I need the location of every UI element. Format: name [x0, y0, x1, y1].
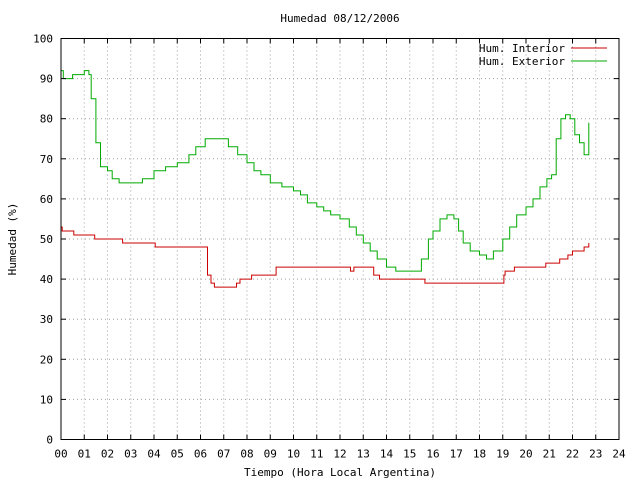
x-tick-label: 01: [78, 448, 91, 461]
x-tick-label: 17: [450, 448, 463, 461]
x-tick-label: 03: [124, 448, 137, 461]
x-tick-label: 15: [403, 448, 416, 461]
x-tick-label: 11: [310, 448, 323, 461]
x-tick-label: 06: [194, 448, 207, 461]
y-tick-label: 20: [40, 353, 53, 366]
x-tick-label: 05: [171, 448, 184, 461]
x-tick-label: 02: [101, 448, 114, 461]
x-tick-label: 10: [287, 448, 300, 461]
y-tick-label: 80: [40, 113, 53, 126]
y-tick-label: 90: [40, 73, 53, 86]
legend-label: Hum. Interior: [479, 42, 565, 55]
x-tick-label: 24: [612, 448, 626, 461]
x-tick-label: 18: [473, 448, 486, 461]
x-tick-label: 00: [54, 448, 67, 461]
x-tick-label: 21: [543, 448, 556, 461]
axis-ticks: 0 10 20 30 40 50 60 70 80 90 100 00 01 02 03 04 05 06 07 08…: [33, 33, 626, 461]
y-tick-label: 10: [40, 393, 53, 406]
series-line-exterior: [61, 70, 590, 272]
y-axis-label: Humedad (%): [6, 203, 19, 276]
x-tick-label: 09: [264, 448, 277, 461]
x-tick-label: 07: [217, 448, 230, 461]
x-tick-label: 16: [426, 448, 439, 461]
x-tick-label: 22: [566, 448, 579, 461]
x-axis-label: Tiempo (Hora Local Argentina): [244, 466, 436, 479]
y-tick-label: 60: [40, 193, 53, 206]
x-tick-label: 19: [496, 448, 509, 461]
y-tick-label: 30: [40, 313, 53, 326]
x-tick-label: 20: [519, 448, 532, 461]
legend-label: Hum. Exterior: [479, 55, 565, 68]
x-tick-label: 14: [380, 448, 394, 461]
y-tick-label: 70: [40, 153, 53, 166]
x-tick-label: 13: [357, 448, 370, 461]
x-tick-label: 08: [240, 448, 253, 461]
x-tick-label: 04: [147, 448, 161, 461]
x-tick-label: 23: [589, 448, 602, 461]
grid: [61, 38, 619, 440]
series-lines: [61, 70, 590, 288]
y-tick-label: 40: [40, 273, 53, 286]
chart-title: Humedad 08/12/2006: [280, 12, 399, 25]
y-tick-label: 100: [33, 33, 53, 46]
y-tick-label: 50: [40, 233, 53, 246]
y-tick-label: 0: [46, 434, 53, 447]
series-line-interior: [61, 226, 590, 288]
x-tick-label: 12: [333, 448, 346, 461]
